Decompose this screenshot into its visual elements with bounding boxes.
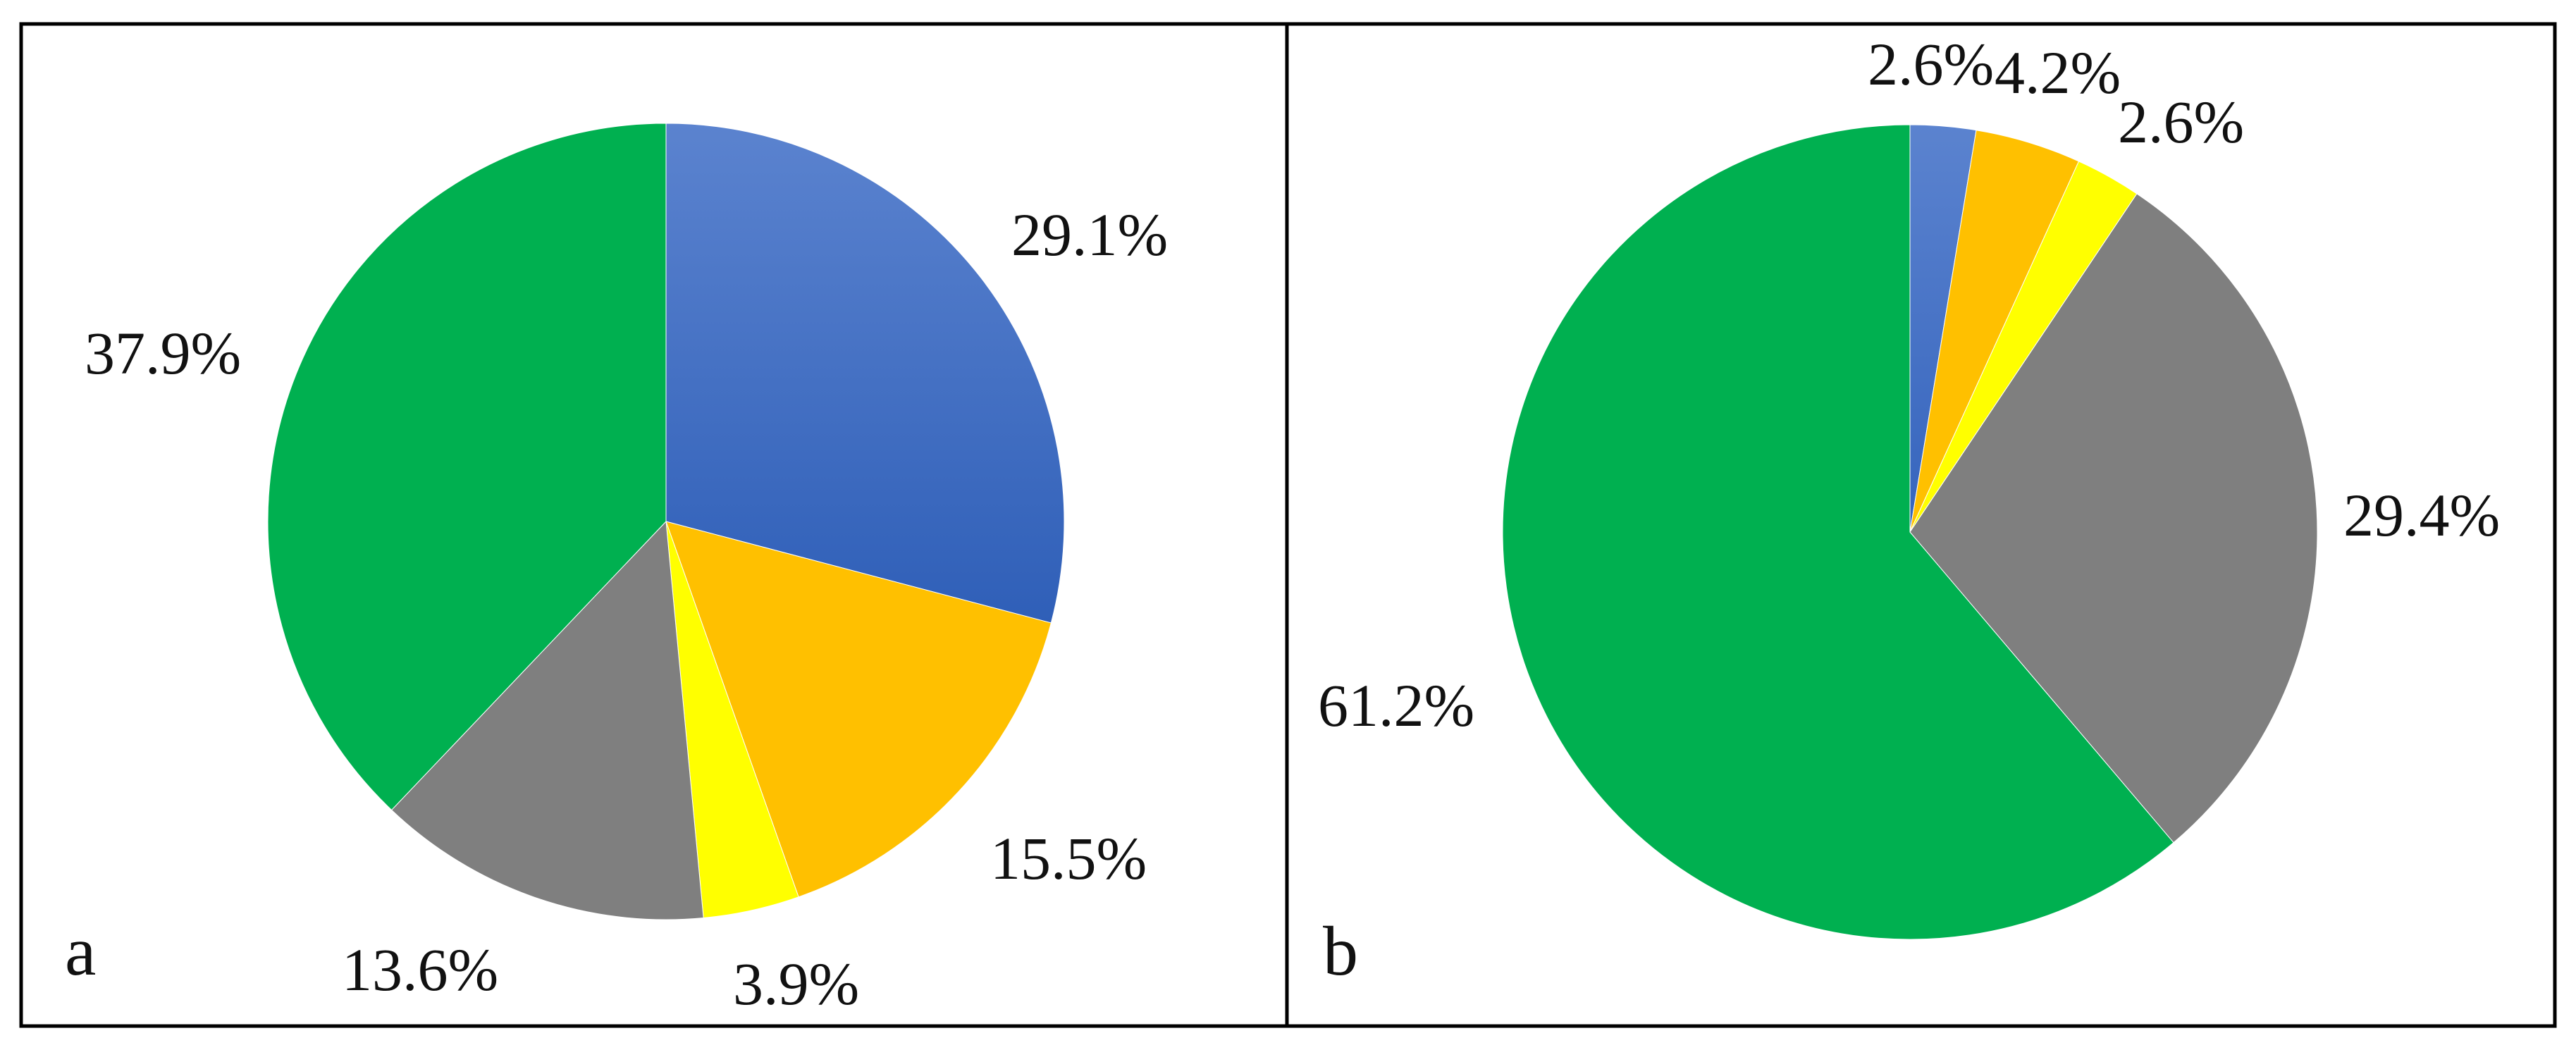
pie-a-label-1: 15.5% bbox=[990, 824, 1147, 892]
pie-b-slices bbox=[1502, 124, 2318, 940]
pie-a-label-0: 29.1% bbox=[1011, 201, 1168, 268]
panel-a-letter: a bbox=[65, 912, 96, 990]
pie-a-slices bbox=[267, 123, 1065, 920]
pie-b-slice-4 bbox=[1502, 124, 2174, 940]
panel-b-letter: b bbox=[1323, 912, 1358, 990]
pie-a-slice-3 bbox=[390, 520, 704, 920]
pie-b-labels: 2.6% 4.2% 2.6% 29.4% 61.2% bbox=[1318, 30, 2500, 739]
pie-a-label-2: 3.9% bbox=[733, 950, 859, 1018]
panel-b: 2.6% 4.2% 2.6% 29.4% 61.2% b bbox=[1318, 30, 2500, 990]
pie-b-label-3: 29.4% bbox=[2343, 481, 2500, 549]
panel-a: 29.1% 15.5% 3.9% 13.6% 37.9% a bbox=[65, 123, 1168, 1018]
pie-b-label-2: 2.6% bbox=[2118, 88, 2244, 156]
pie-a-labels: 29.1% 15.5% 3.9% 13.6% 37.9% bbox=[85, 201, 1168, 1018]
pie-b-label-1: 4.2% bbox=[1995, 39, 2121, 106]
pie-b-label-0: 2.6% bbox=[1868, 30, 1994, 98]
pie-b-slice-3 bbox=[1909, 193, 2318, 844]
pie-a-label-3: 13.6% bbox=[342, 936, 498, 1003]
pie-a-label-4: 37.9% bbox=[85, 319, 241, 387]
pie-a-slice-1 bbox=[665, 521, 1052, 898]
pie-a-slice-0 bbox=[665, 123, 1065, 624]
pie-a-slice-4 bbox=[267, 123, 667, 811]
pie-b-label-4: 61.2% bbox=[1318, 672, 1474, 739]
